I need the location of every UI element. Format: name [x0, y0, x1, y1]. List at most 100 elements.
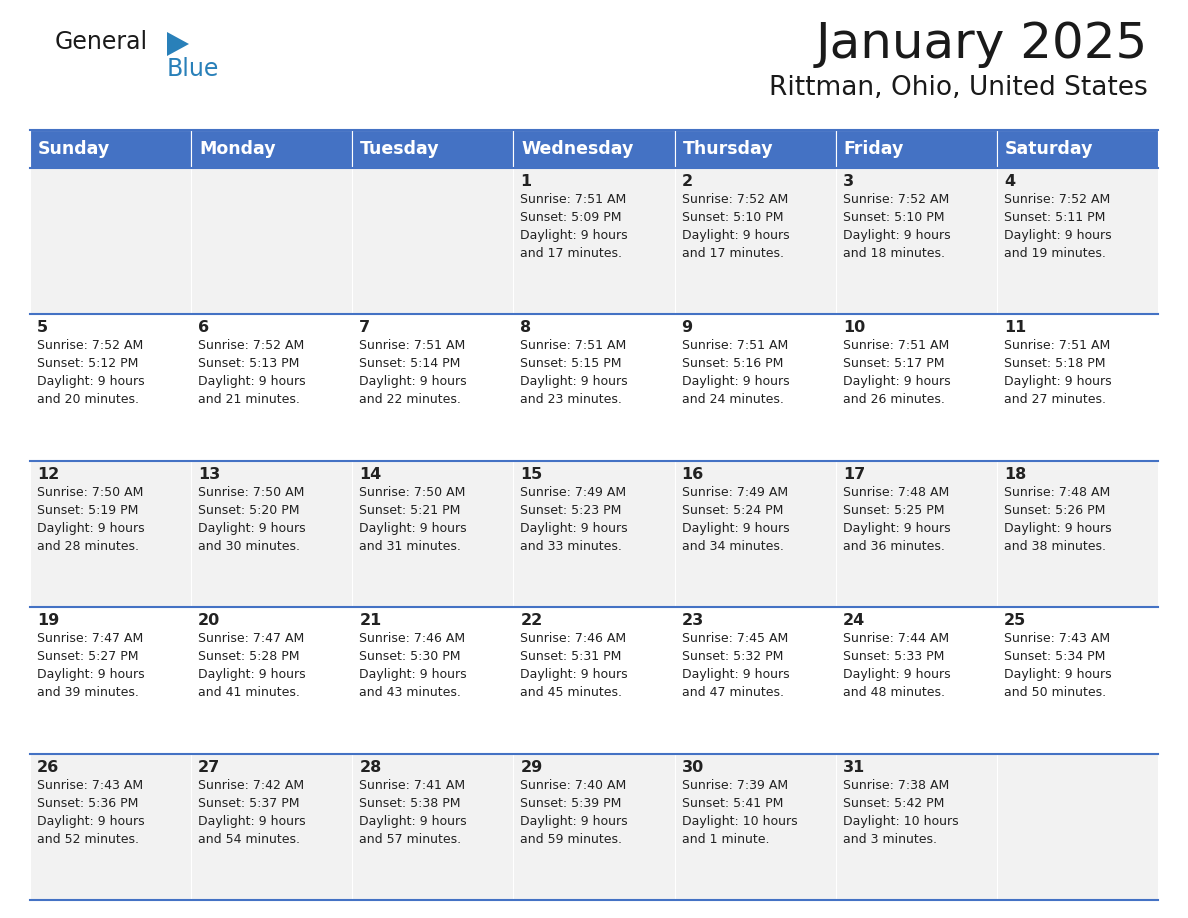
Bar — [513, 168, 675, 314]
Bar — [513, 314, 675, 461]
Text: 26: 26 — [37, 759, 59, 775]
Text: Daylight: 9 hours: Daylight: 9 hours — [842, 229, 950, 242]
Bar — [675, 607, 835, 754]
Text: Thursday: Thursday — [683, 140, 773, 158]
Text: Sunrise: 7:44 AM: Sunrise: 7:44 AM — [842, 633, 949, 645]
Text: 13: 13 — [198, 466, 221, 482]
Text: 3: 3 — [842, 174, 854, 189]
Text: Sunrise: 7:39 AM: Sunrise: 7:39 AM — [682, 778, 788, 791]
Text: Sunset: 5:39 PM: Sunset: 5:39 PM — [520, 797, 621, 810]
Text: Daylight: 9 hours: Daylight: 9 hours — [520, 375, 628, 388]
Text: and 48 minutes.: and 48 minutes. — [842, 686, 944, 700]
Bar — [30, 461, 191, 607]
Text: Daylight: 9 hours: Daylight: 9 hours — [37, 814, 145, 828]
Bar — [835, 461, 997, 607]
Bar — [191, 130, 353, 168]
Text: Daylight: 9 hours: Daylight: 9 hours — [1004, 668, 1112, 681]
Text: Sunset: 5:36 PM: Sunset: 5:36 PM — [37, 797, 138, 810]
Text: Sunset: 5:17 PM: Sunset: 5:17 PM — [842, 357, 944, 370]
Text: Sunset: 5:18 PM: Sunset: 5:18 PM — [1004, 357, 1105, 370]
Bar — [835, 168, 997, 314]
Text: 7: 7 — [359, 320, 371, 335]
Text: 5: 5 — [37, 320, 49, 335]
Text: Sunrise: 7:51 AM: Sunrise: 7:51 AM — [520, 340, 627, 353]
Bar — [353, 607, 513, 754]
Text: General: General — [55, 30, 148, 54]
Bar — [997, 314, 1158, 461]
Text: and 17 minutes.: and 17 minutes. — [520, 247, 623, 260]
Text: 30: 30 — [682, 759, 703, 775]
Text: 14: 14 — [359, 466, 381, 482]
Text: Sunset: 5:31 PM: Sunset: 5:31 PM — [520, 650, 621, 663]
Text: Sunrise: 7:50 AM: Sunrise: 7:50 AM — [198, 486, 304, 498]
Text: Daylight: 9 hours: Daylight: 9 hours — [1004, 521, 1112, 535]
Text: Sunset: 5:41 PM: Sunset: 5:41 PM — [682, 797, 783, 810]
Text: Daylight: 9 hours: Daylight: 9 hours — [37, 668, 145, 681]
Text: Sunset: 5:32 PM: Sunset: 5:32 PM — [682, 650, 783, 663]
Bar — [513, 461, 675, 607]
Text: Sunrise: 7:52 AM: Sunrise: 7:52 AM — [682, 193, 788, 206]
Text: Sunrise: 7:46 AM: Sunrise: 7:46 AM — [359, 633, 466, 645]
Bar — [513, 607, 675, 754]
Text: Daylight: 9 hours: Daylight: 9 hours — [842, 375, 950, 388]
Text: Sunset: 5:34 PM: Sunset: 5:34 PM — [1004, 650, 1105, 663]
Text: Sunset: 5:26 PM: Sunset: 5:26 PM — [1004, 504, 1105, 517]
Text: and 19 minutes.: and 19 minutes. — [1004, 247, 1106, 260]
Text: Sunrise: 7:48 AM: Sunrise: 7:48 AM — [842, 486, 949, 498]
Text: Sunset: 5:16 PM: Sunset: 5:16 PM — [682, 357, 783, 370]
Text: Sunrise: 7:52 AM: Sunrise: 7:52 AM — [198, 340, 304, 353]
Text: Daylight: 9 hours: Daylight: 9 hours — [682, 668, 789, 681]
Text: Daylight: 9 hours: Daylight: 9 hours — [359, 375, 467, 388]
Text: Sunrise: 7:50 AM: Sunrise: 7:50 AM — [37, 486, 144, 498]
Text: Sunrise: 7:51 AM: Sunrise: 7:51 AM — [1004, 340, 1110, 353]
Text: Daylight: 10 hours: Daylight: 10 hours — [682, 814, 797, 828]
Text: Sunrise: 7:50 AM: Sunrise: 7:50 AM — [359, 486, 466, 498]
Text: Sunrise: 7:51 AM: Sunrise: 7:51 AM — [842, 340, 949, 353]
Text: 15: 15 — [520, 466, 543, 482]
Text: Sunrise: 7:40 AM: Sunrise: 7:40 AM — [520, 778, 627, 791]
Text: and 50 minutes.: and 50 minutes. — [1004, 686, 1106, 700]
Bar — [191, 607, 353, 754]
Bar — [191, 461, 353, 607]
Text: and 30 minutes.: and 30 minutes. — [198, 540, 301, 553]
Text: and 33 minutes.: and 33 minutes. — [520, 540, 623, 553]
Text: Daylight: 9 hours: Daylight: 9 hours — [359, 668, 467, 681]
Text: Sunrise: 7:49 AM: Sunrise: 7:49 AM — [520, 486, 626, 498]
Text: Sunset: 5:28 PM: Sunset: 5:28 PM — [198, 650, 299, 663]
Bar — [30, 314, 191, 461]
Text: Sunrise: 7:43 AM: Sunrise: 7:43 AM — [1004, 633, 1110, 645]
Bar — [191, 754, 353, 900]
Text: Sunrise: 7:51 AM: Sunrise: 7:51 AM — [520, 193, 627, 206]
Text: 16: 16 — [682, 466, 703, 482]
Bar — [675, 130, 835, 168]
Bar — [30, 168, 191, 314]
Text: Daylight: 9 hours: Daylight: 9 hours — [198, 668, 305, 681]
Text: and 47 minutes.: and 47 minutes. — [682, 686, 784, 700]
Bar — [353, 130, 513, 168]
Text: Blue: Blue — [168, 57, 220, 81]
Text: and 21 minutes.: and 21 minutes. — [198, 394, 301, 407]
Text: 29: 29 — [520, 759, 543, 775]
Text: January 2025: January 2025 — [816, 20, 1148, 68]
Text: Sunset: 5:25 PM: Sunset: 5:25 PM — [842, 504, 944, 517]
Text: and 38 minutes.: and 38 minutes. — [1004, 540, 1106, 553]
Text: 21: 21 — [359, 613, 381, 628]
Text: and 54 minutes.: and 54 minutes. — [198, 833, 301, 845]
Text: Sunset: 5:30 PM: Sunset: 5:30 PM — [359, 650, 461, 663]
Text: and 28 minutes.: and 28 minutes. — [37, 540, 139, 553]
Text: and 34 minutes.: and 34 minutes. — [682, 540, 783, 553]
Bar — [513, 754, 675, 900]
Text: Sunset: 5:37 PM: Sunset: 5:37 PM — [198, 797, 299, 810]
Text: Sunrise: 7:48 AM: Sunrise: 7:48 AM — [1004, 486, 1110, 498]
Text: Daylight: 9 hours: Daylight: 9 hours — [198, 375, 305, 388]
Text: and 43 minutes.: and 43 minutes. — [359, 686, 461, 700]
Text: 23: 23 — [682, 613, 703, 628]
Bar — [30, 130, 191, 168]
Text: Sunrise: 7:47 AM: Sunrise: 7:47 AM — [37, 633, 144, 645]
Text: 31: 31 — [842, 759, 865, 775]
Text: and 57 minutes.: and 57 minutes. — [359, 833, 461, 845]
Text: 1: 1 — [520, 174, 531, 189]
Text: Sunrise: 7:46 AM: Sunrise: 7:46 AM — [520, 633, 626, 645]
Text: Tuesday: Tuesday — [360, 140, 440, 158]
Text: 8: 8 — [520, 320, 531, 335]
